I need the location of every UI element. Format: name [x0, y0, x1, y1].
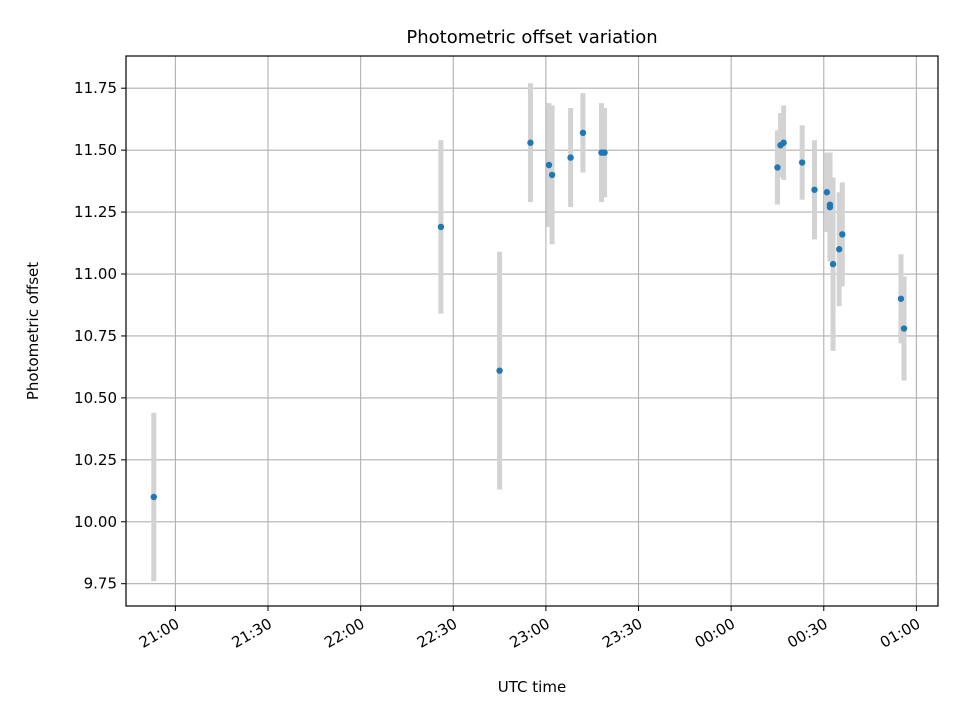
- data-point: [823, 189, 831, 196]
- data-point: [150, 493, 157, 501]
- data-point: [811, 186, 818, 193]
- data-point: [601, 149, 608, 156]
- y-tick-label: 10.25: [74, 451, 117, 469]
- data-point: [545, 161, 553, 169]
- y-tick-label: 10.75: [74, 327, 117, 345]
- data-point: [780, 139, 787, 146]
- data-point: [897, 295, 905, 302]
- y-tick-label: 10.50: [74, 389, 117, 407]
- y-tick-label: 9.75: [84, 575, 117, 593]
- x-axis-label: UTC time: [498, 678, 566, 696]
- data-point: [548, 171, 556, 179]
- y-tick-label: 10.00: [74, 513, 117, 531]
- data-point: [839, 231, 846, 238]
- chart-title: Photometric offset variation: [406, 27, 657, 48]
- data-point: [826, 203, 834, 211]
- data-point: [496, 367, 503, 374]
- y-axis-ticks: 9.75 10.00 10.25 10.50 10.75 11.00 11.25 11.50 1…: [74, 79, 126, 593]
- y-axis-label: Photometric offset: [24, 262, 42, 400]
- data-point: [579, 129, 587, 137]
- y-tick-label: 11.25: [74, 203, 117, 221]
- data-point: [567, 154, 574, 161]
- data-point: [437, 223, 445, 231]
- data-point: [774, 164, 781, 171]
- y-tick-label: 11.00: [74, 265, 117, 283]
- data-point: [829, 260, 837, 268]
- data-point: [798, 159, 806, 166]
- plot-area-frame: [125, 55, 939, 607]
- data-point: [527, 139, 534, 146]
- data-points: [150, 129, 908, 501]
- y-tick-label: 11.75: [74, 79, 117, 97]
- data-point: [900, 325, 908, 332]
- y-tick-label: 11.50: [74, 141, 117, 159]
- data-point: [836, 246, 843, 253]
